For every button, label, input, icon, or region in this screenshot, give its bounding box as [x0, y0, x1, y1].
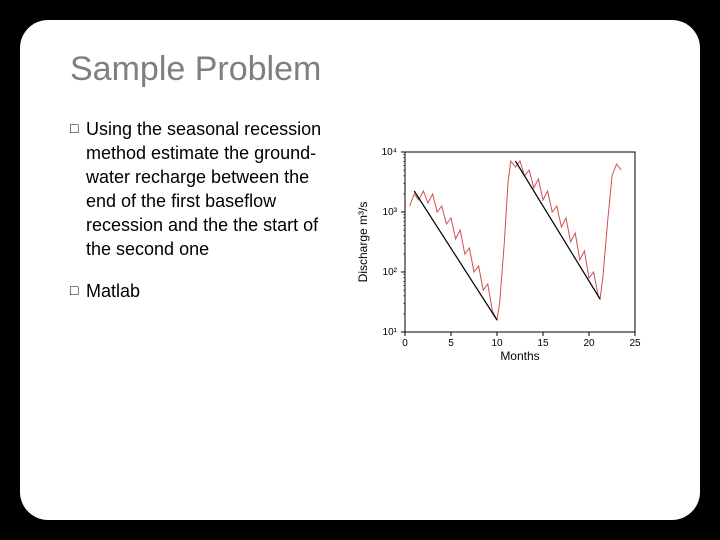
text-column: □ Using the seasonal recession method es…: [70, 117, 330, 367]
svg-text:10: 10: [491, 338, 503, 349]
svg-text:10¹: 10¹: [383, 327, 398, 338]
content-row: □ Using the seasonal recession method es…: [70, 117, 650, 367]
svg-text:20: 20: [583, 338, 595, 349]
svg-text:10³: 10³: [383, 207, 398, 218]
svg-text:15: 15: [537, 338, 549, 349]
svg-text:Discharge m³/s: Discharge m³/s: [356, 202, 370, 283]
bullet-item: □ Using the seasonal recession method es…: [70, 117, 330, 261]
svg-text:10⁴: 10⁴: [382, 147, 397, 158]
square-bullet-icon: □: [70, 117, 86, 261]
svg-text:10²: 10²: [383, 267, 398, 278]
chart-column: 0 5 10 15 20 25 10¹ 10² 10³ 10⁴ Months Discharge m³…: [350, 117, 650, 367]
svg-text:0: 0: [402, 338, 408, 349]
svg-text:Months: Months: [500, 349, 539, 363]
discharge-chart: 0 5 10 15 20 25 10¹ 10² 10³ 10⁴ Months Discharge m³…: [350, 137, 650, 367]
bullet-text: Matlab: [86, 279, 140, 303]
svg-text:25: 25: [629, 338, 641, 349]
bullet-text: Using the seasonal recession method esti…: [86, 117, 330, 261]
square-bullet-icon: □: [70, 279, 86, 303]
slide-title: Sample Problem: [70, 50, 650, 89]
svg-text:5: 5: [448, 338, 454, 349]
slide-container: Sample Problem □ Using the seasonal rece…: [20, 20, 700, 520]
bullet-item: □ Matlab: [70, 279, 330, 303]
